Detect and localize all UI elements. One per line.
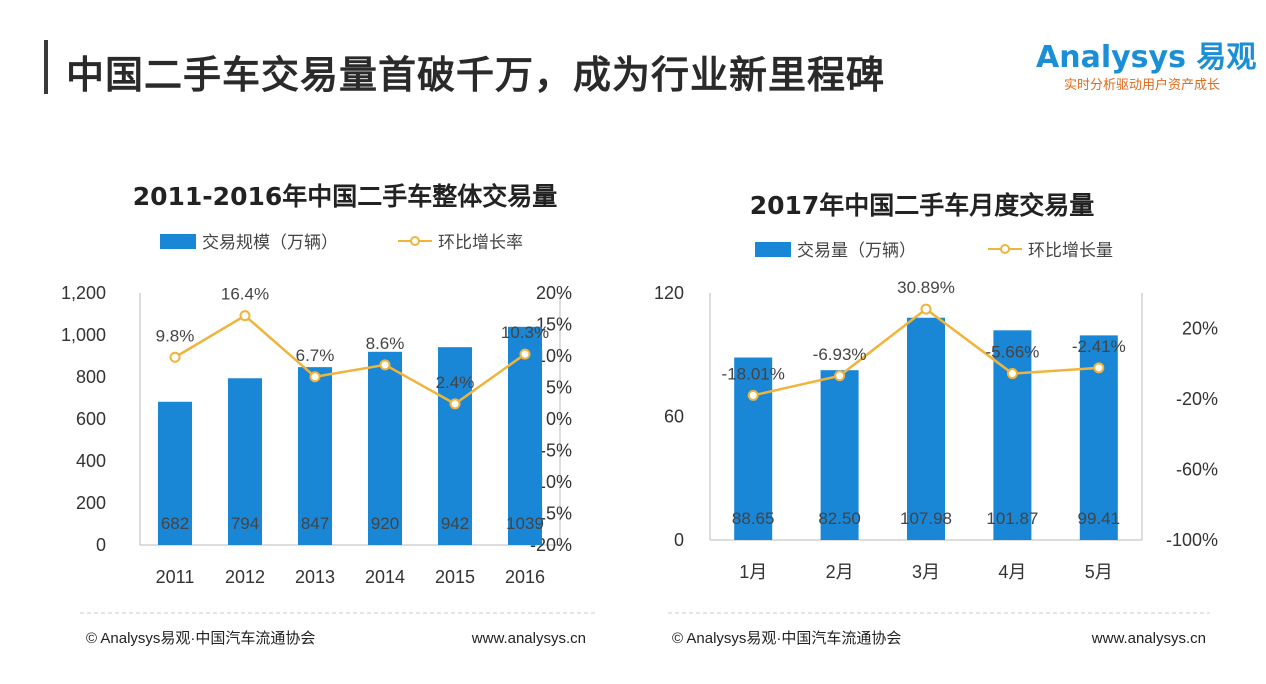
- y2-tick-label: 5%: [546, 378, 572, 398]
- bar: [298, 367, 332, 545]
- y-tick-label: 1,200: [61, 283, 106, 303]
- growth-point: [379, 359, 391, 371]
- legend-bar-swatch: [160, 234, 196, 249]
- legend-bar-label: 交易规模（万辆）: [202, 233, 338, 252]
- growth-point: [1006, 368, 1018, 380]
- y2-tick-label: 20%: [1182, 318, 1218, 338]
- bar: [158, 401, 192, 545]
- growth-point: [519, 348, 531, 360]
- x-tick-label: 2012: [225, 567, 265, 587]
- x-tick-label: 2014: [365, 567, 405, 587]
- y-tick-label: 800: [76, 367, 106, 387]
- growth-point: [747, 389, 759, 401]
- growth-point: [449, 398, 461, 410]
- bar-value-label: 794: [231, 514, 259, 533]
- y-tick-label: 120: [654, 283, 684, 303]
- y2-tick-label: 0%: [546, 409, 572, 429]
- footer-url: www.analysys.cn: [471, 630, 586, 647]
- growth-point: [309, 371, 321, 383]
- growth-label: 6.7%: [296, 346, 335, 365]
- growth-label: 10.3%: [501, 323, 549, 342]
- x-tick-label: 2月: [826, 562, 854, 582]
- bar-value-label: 99.41: [1078, 509, 1121, 528]
- growth-label: 8.6%: [366, 334, 405, 353]
- footer-url: www.analysys.cn: [1091, 630, 1206, 647]
- growth-label: -18.01%: [722, 364, 785, 383]
- page-title: 中国二手车交易量首破千万，成为行业新里程碑: [66, 53, 886, 97]
- bar: [228, 378, 262, 545]
- growth-line: [174, 314, 526, 406]
- legend-line-label: 环比增长率: [438, 233, 523, 252]
- x-tick-label: 3月: [912, 562, 940, 582]
- bar-value-label: 101.87: [986, 509, 1038, 528]
- y2-tick-label: -20%: [1176, 389, 1218, 409]
- bar-value-label: 682: [161, 514, 189, 533]
- y-tick-label: 200: [76, 493, 106, 513]
- x-tick-label: 2016: [505, 567, 545, 587]
- y-tick-label: 0: [96, 535, 106, 555]
- x-tick-label: 2011: [156, 567, 195, 587]
- legend-line-marker: [1000, 244, 1010, 254]
- y2-tick-label: 15%: [536, 315, 572, 335]
- bar-value-label: 107.98: [900, 509, 952, 528]
- legend-line-marker: [410, 236, 420, 246]
- x-tick-label: 2015: [435, 567, 475, 587]
- bar-value-label: 942: [441, 514, 469, 533]
- legend-bar-label: 交易量（万辆）: [797, 241, 916, 260]
- x-tick-label: 1月: [739, 562, 767, 582]
- bar: [734, 357, 773, 540]
- growth-label: -6.93%: [813, 345, 867, 364]
- growth-label: -2.41%: [1072, 337, 1126, 356]
- growth-point: [920, 303, 932, 315]
- y2-tick-label: -100%: [1166, 530, 1218, 550]
- growth-label: 16.4%: [221, 285, 269, 304]
- bar-value-label: 82.50: [818, 509, 861, 528]
- x-tick-label: 2013: [295, 567, 335, 587]
- growth-label: 9.8%: [156, 326, 195, 345]
- bar-value-label: 920: [371, 514, 399, 533]
- growth-point: [834, 370, 846, 382]
- logo: Analysys 易观 实时分析驱动用户资产成长: [1030, 28, 1256, 98]
- bar: [907, 317, 945, 540]
- growth-point: [169, 351, 181, 363]
- growth-label: -5.66%: [985, 343, 1039, 362]
- bar-value-label: 1039: [506, 514, 544, 533]
- growth-label: 30.89%: [897, 278, 955, 297]
- growth-point: [1093, 362, 1105, 374]
- legend-bar-swatch: [755, 242, 791, 257]
- y2-tick-label: 10%: [536, 346, 572, 366]
- x-tick-label: 4月: [998, 562, 1026, 582]
- footer-source: © Analysys易观·中国汽车流通协会: [86, 630, 315, 647]
- bar: [438, 347, 472, 545]
- y2-tick-label: 20%: [536, 283, 572, 303]
- chart-title: 2011-2016年中国二手车整体交易量: [133, 182, 558, 211]
- x-tick-label: 5月: [1085, 562, 1113, 582]
- y2-tick-label: -60%: [1176, 459, 1218, 479]
- bar: [820, 370, 859, 540]
- title-accent-bar: [44, 40, 48, 94]
- bar-value-label: 88.65: [732, 509, 775, 528]
- y-tick-label: 600: [76, 409, 106, 429]
- y-tick-label: 1,000: [61, 325, 106, 345]
- y-tick-label: 0: [674, 530, 684, 550]
- chart-title: 2017年中国二手车月度交易量: [750, 191, 1095, 220]
- legend-line-label: 环比增长量: [1028, 241, 1113, 260]
- growth-point: [239, 310, 251, 322]
- y-tick-label: 400: [76, 451, 106, 471]
- logo-tagline: 实时分析驱动用户资产成长: [1064, 78, 1221, 93]
- y2-tick-label: -5%: [540, 441, 572, 461]
- bar: [368, 351, 402, 545]
- bar-value-label: 847: [301, 514, 329, 533]
- footer-source: © Analysys易观·中国汽车流通协会: [672, 630, 901, 647]
- logo-name: Analysys 易观: [1036, 40, 1257, 75]
- growth-label: 2.4%: [436, 373, 475, 392]
- y-tick-label: 60: [664, 407, 684, 427]
